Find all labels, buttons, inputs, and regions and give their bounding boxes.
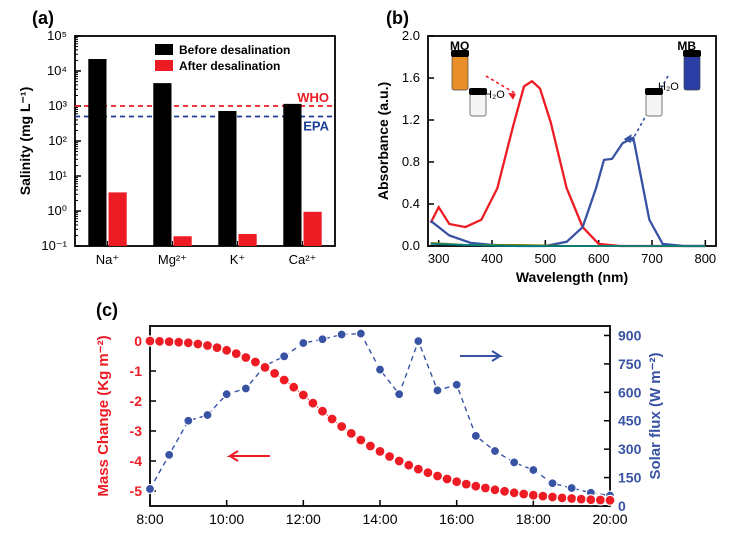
svg-text:K⁺: K⁺ [230, 252, 246, 267]
svg-text:12:00: 12:00 [286, 511, 321, 527]
svg-text:0.0: 0.0 [402, 238, 420, 253]
svg-text:-3: -3 [130, 423, 143, 439]
svg-text:1.2: 1.2 [402, 112, 420, 127]
svg-text:H₂O: H₂O [658, 81, 679, 93]
svg-text:-1: -1 [130, 363, 143, 379]
svg-text:900: 900 [618, 327, 642, 343]
figure-root: (a) 10⁻¹ 10⁰ 10¹ 10² 10³ 10⁴ 10⁵ WHO EPA Na⁺ Mg²⁺ K⁺… [0, 0, 745, 543]
svg-text:500: 500 [534, 251, 556, 266]
svg-text:10⁰: 10⁰ [47, 203, 67, 218]
panel-c-label: (c) [96, 300, 118, 320]
svg-text:10¹: 10¹ [48, 168, 67, 183]
svg-text:10⁵: 10⁵ [47, 28, 67, 43]
svg-text:-2: -2 [130, 393, 143, 409]
svg-text:0.4: 0.4 [402, 196, 420, 211]
svg-text:Salinity (mg L⁻¹): Salinity (mg L⁻¹) [17, 87, 33, 196]
svg-text:18:00: 18:00 [516, 511, 551, 527]
svg-text:0.8: 0.8 [402, 154, 420, 169]
svg-text:300: 300 [618, 441, 642, 457]
svg-text:10³: 10³ [48, 98, 67, 113]
panel-a-label: (a) [32, 8, 54, 28]
svg-text:2.0: 2.0 [402, 28, 420, 43]
svg-text:EPA: EPA [303, 119, 329, 134]
svg-text:After desalination: After desalination [179, 59, 280, 73]
svg-text:10²: 10² [48, 133, 67, 148]
svg-text:10⁴: 10⁴ [47, 63, 67, 78]
svg-text:Absorbance (a.u.): Absorbance (a.u.) [375, 82, 391, 200]
svg-text:Mass Change (Kg m⁻²): Mass Change (Kg m⁻²) [95, 335, 112, 496]
svg-text:16:00: 16:00 [439, 511, 474, 527]
svg-text:450: 450 [618, 413, 642, 429]
svg-text:0: 0 [618, 498, 626, 514]
svg-text:800: 800 [694, 251, 716, 266]
svg-text:0: 0 [134, 333, 142, 349]
svg-text:H₂O: H₂O [484, 89, 505, 101]
svg-text:1.6: 1.6 [402, 70, 420, 85]
svg-text:Wavelength (nm): Wavelength (nm) [516, 269, 628, 285]
svg-text:Before desalination: Before desalination [179, 43, 290, 57]
svg-text:10⁻¹: 10⁻¹ [41, 238, 67, 253]
svg-text:750: 750 [618, 356, 642, 372]
svg-text:-4: -4 [130, 453, 143, 469]
svg-text:600: 600 [618, 384, 642, 400]
svg-text:300: 300 [428, 251, 450, 266]
svg-text:Na⁺: Na⁺ [96, 252, 119, 267]
svg-text:Ca²⁺: Ca²⁺ [289, 252, 317, 267]
svg-text:-5: -5 [130, 483, 143, 499]
svg-text:400: 400 [481, 251, 503, 266]
svg-text:Solar flux (W m⁻²): Solar flux (W m⁻²) [647, 352, 664, 479]
svg-text:700: 700 [641, 251, 663, 266]
panel-a: (a) 10⁻¹ 10⁰ 10¹ 10² 10³ 10⁴ 10⁵ WHO EPA Na⁺ Mg²⁺ K⁺… [17, 8, 335, 267]
panel-b-label: (b) [386, 8, 409, 28]
panel-b: (b) 300 400 500 600 700 800 0.0 0.4 0.8 1.2 1.6 2.0 A… [375, 8, 716, 285]
svg-text:10:00: 10:00 [209, 511, 244, 527]
svg-text:150: 150 [618, 470, 642, 486]
svg-text:8:00: 8:00 [136, 511, 163, 527]
svg-text:14:00: 14:00 [362, 511, 397, 527]
panel-c: (c)8:0010:0012:0014:0016:0018:0020:00-5-… [95, 300, 664, 527]
svg-text:600: 600 [588, 251, 610, 266]
svg-text:WHO: WHO [297, 90, 329, 105]
svg-text:Mg²⁺: Mg²⁺ [158, 252, 187, 267]
